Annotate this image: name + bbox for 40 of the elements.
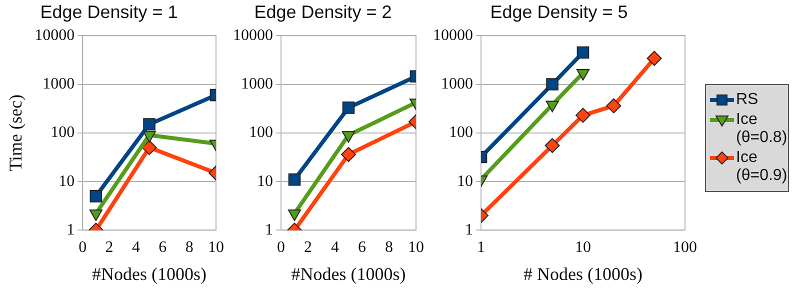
chart-title: Edge Density = 2	[254, 2, 392, 22]
legend-label: RS	[736, 91, 758, 109]
y-tick-label: 1000	[441, 75, 473, 92]
y-tick-label: 1	[66, 221, 75, 238]
x-tick-label: 10	[575, 239, 591, 256]
x-tick-label: 0	[277, 239, 285, 256]
y-tick-label: 10	[58, 172, 75, 190]
legend-label: Ice (θ=0.8)	[736, 111, 788, 147]
y-tick-label: 1000	[241, 75, 273, 92]
y-axis-title: Time (sec)	[6, 94, 26, 172]
chart-title: Edge Density = 1	[40, 2, 178, 22]
y-tick-label: 100	[449, 124, 473, 142]
x-tick-label: 0	[78, 239, 87, 256]
x-tick-label: 4	[331, 239, 339, 256]
legend-label: Ice (θ=0.9)	[736, 149, 788, 185]
x-tick-label: 8	[385, 239, 393, 256]
y-tick-label: 10000	[233, 26, 273, 44]
x-tick-label: 8	[185, 239, 194, 256]
x-tick-label: 10	[408, 239, 424, 256]
y-tick-label: 10000	[433, 26, 473, 44]
x-tick-label: 6	[158, 239, 167, 256]
y-tick-label: 10000	[34, 26, 75, 44]
x-axis-title: #Nodes (1000s)	[92, 264, 207, 284]
x-tick-label: 10	[208, 239, 224, 256]
x-tick-label: 2	[105, 239, 114, 256]
y-tick-label: 10	[457, 172, 473, 190]
y-tick-label: 10	[257, 172, 273, 190]
x-tick-label: 100	[673, 239, 697, 256]
x-tick-label: 2	[304, 239, 312, 256]
x-axis-title: # Nodes (1000s)	[524, 264, 642, 284]
x-tick-label: 6	[358, 239, 366, 256]
x-tick-label: 4	[132, 239, 140, 256]
x-tick-label: 1	[477, 239, 485, 256]
y-tick-label: 1	[465, 221, 473, 238]
y-tick-label: 1000	[42, 75, 75, 92]
y-tick-label: 100	[249, 124, 273, 142]
x-axis-title: #Nodes (1000s)	[291, 264, 406, 284]
y-tick-label: 100	[50, 124, 75, 142]
y-tick-label: 1	[265, 221, 273, 238]
chart-title: Edge Density = 5	[490, 2, 628, 22]
